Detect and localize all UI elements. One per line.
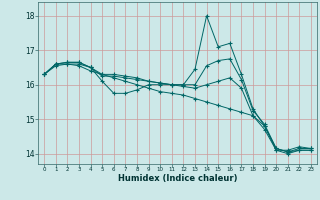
X-axis label: Humidex (Indice chaleur): Humidex (Indice chaleur) [118,174,237,183]
